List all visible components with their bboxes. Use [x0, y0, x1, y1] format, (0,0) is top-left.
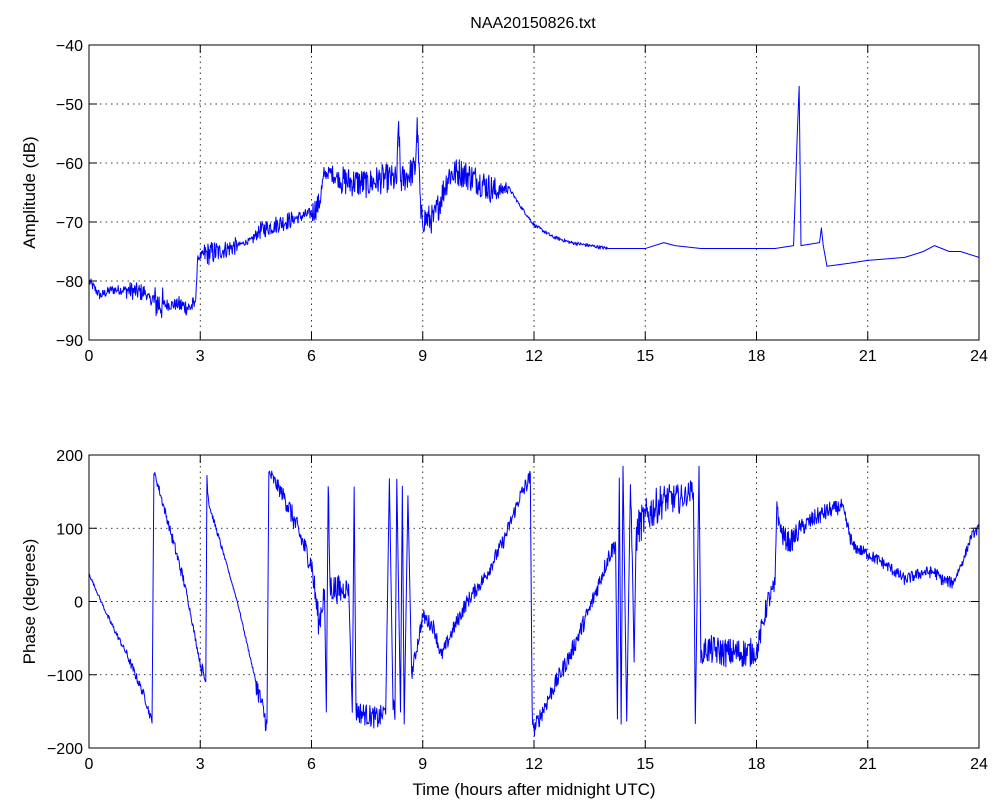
amplitude-y-tick-label: −40: [56, 38, 83, 55]
phase-x-tick-label: 15: [636, 756, 654, 773]
phase-plot: 0 3 6 9 12 15 18 21 24 −200 −100 0 100 200 Phase (degr…: [20, 448, 988, 799]
amplitude-x-tick-label: 15: [636, 348, 654, 365]
amplitude-x-tick-label: 21: [859, 348, 877, 365]
phase-y-tick-label: 0: [74, 595, 83, 612]
phase-y-tick-label: −100: [47, 668, 83, 685]
amplitude-x-tick-label: 24: [970, 348, 988, 365]
amplitude-x-tick-label: 12: [525, 348, 543, 365]
amplitude-series-line: [88, 85, 980, 319]
amplitude-x-tick-label: 18: [748, 348, 766, 365]
phase-x-tick-label: 0: [85, 756, 94, 773]
phase-x-axis-label: Time (hours after midnight UTC): [412, 780, 655, 799]
amplitude-x-tick-label: 9: [418, 348, 427, 365]
amplitude-x-tick-label: 0: [85, 348, 94, 365]
phase-x-tick-label: 3: [196, 756, 205, 773]
amplitude-x-tick-label: 3: [196, 348, 205, 365]
amplitude-plot: 0 3 6 9 12 15 18 21 24 −90 −80 −70 −60 −50 −40 Amplitud…: [20, 38, 988, 365]
phase-y-axis-label: Phase (degrees): [20, 539, 39, 665]
phase-y-tick-label: 100: [56, 521, 83, 538]
amplitude-y-tick-label: −60: [56, 156, 83, 173]
phase-x-tick-label: 12: [525, 756, 543, 773]
phase-x-tick-label: 18: [748, 756, 766, 773]
phase-x-tick-label: 24: [970, 756, 988, 773]
amplitude-plot-area: [89, 45, 979, 340]
amplitude-y-axis-label: Amplitude (dB): [20, 136, 39, 248]
phase-y-tick-label: −200: [47, 741, 83, 758]
amplitude-y-tick-label: −80: [56, 274, 83, 291]
amplitude-x-tick-label: 6: [307, 348, 316, 365]
amplitude-y-tick-label: −70: [56, 215, 83, 232]
phase-x-tick-label: 9: [418, 756, 427, 773]
chart-title: NAA20150826.txt: [470, 15, 596, 32]
phase-x-tick-label: 6: [307, 756, 316, 773]
phase-y-tick-label: 200: [56, 448, 83, 465]
amplitude-y-tick-label: −50: [56, 97, 83, 114]
phase-x-tick-label: 21: [859, 756, 877, 773]
amplitude-y-tick-label: −90: [56, 333, 83, 350]
phase-series-line: [88, 465, 980, 737]
